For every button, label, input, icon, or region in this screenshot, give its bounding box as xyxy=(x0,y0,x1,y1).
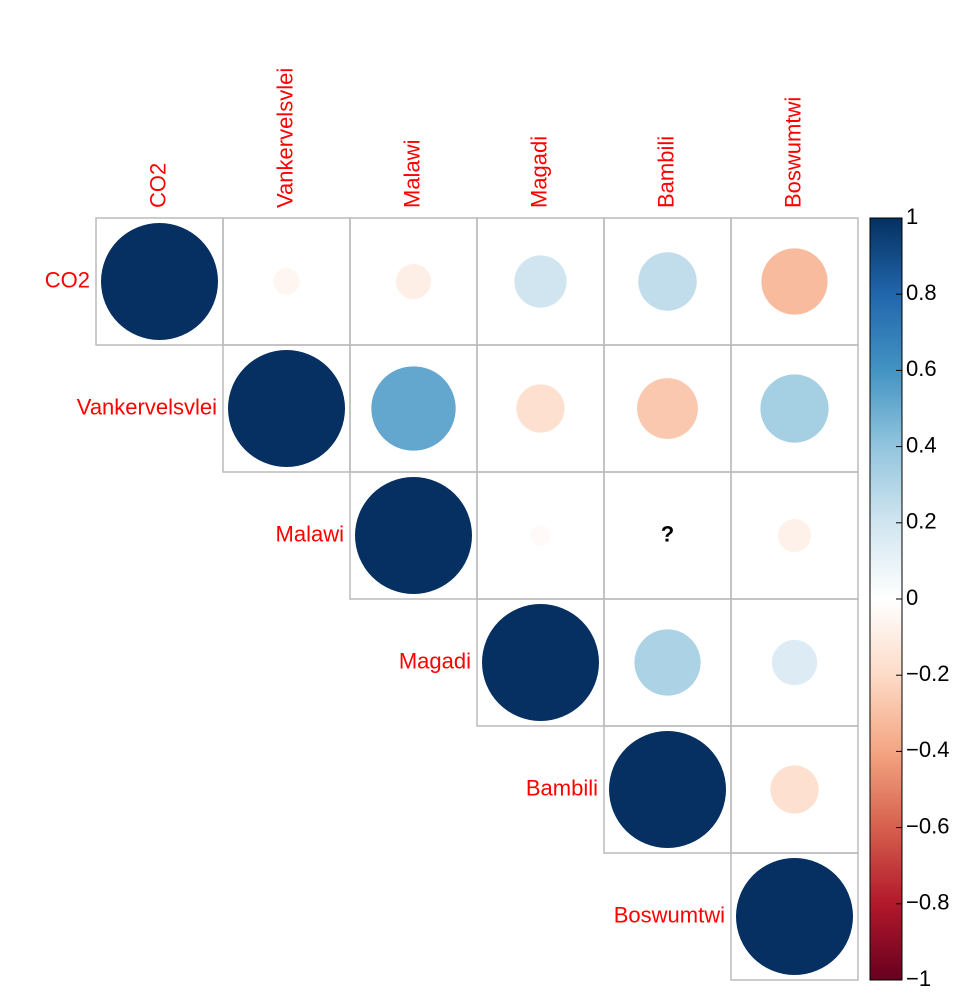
colorbar-tick-label: 0.4 xyxy=(906,432,937,457)
corr-circle xyxy=(771,639,818,686)
corr-circle xyxy=(355,477,472,594)
colorbar-tick-label: 0.8 xyxy=(906,280,937,305)
colorbar-tick-label: 0.2 xyxy=(906,509,937,534)
row-label: Magadi xyxy=(399,648,471,673)
row-label: CO2 xyxy=(45,267,90,292)
row-label: Bambili xyxy=(526,775,598,800)
row-label: Vankervelsvlei xyxy=(77,394,217,419)
colorbar-tick-label: 0 xyxy=(906,585,918,610)
colorbar-tick-label: −1 xyxy=(906,966,931,991)
corr-circle xyxy=(777,518,812,553)
corr-circle xyxy=(273,268,300,295)
colorbar-tick-label: 1 xyxy=(906,204,918,229)
corr-circle xyxy=(530,525,551,546)
corr-circle xyxy=(761,248,828,315)
corr-circle xyxy=(736,858,853,975)
colorbar-tick-label: 0.6 xyxy=(906,356,937,381)
corr-circle xyxy=(514,255,567,308)
row-label: Boswumtwi xyxy=(614,902,725,927)
row-label: Malawi xyxy=(276,521,344,546)
corr-circle xyxy=(228,350,345,467)
colorbar-tick-label: −0.4 xyxy=(906,737,949,762)
colorbar-tick-label: −0.2 xyxy=(906,661,949,686)
corr-circle xyxy=(760,374,829,443)
column-label: Magadi xyxy=(526,136,551,208)
corr-circle xyxy=(101,223,218,340)
na-label: ? xyxy=(661,521,674,546)
corr-circle xyxy=(395,263,432,300)
cell xyxy=(730,852,859,981)
corr-circle xyxy=(770,765,819,814)
corr-circle xyxy=(638,252,697,311)
corr-circle xyxy=(482,604,599,721)
colorbar-tick-label: −0.6 xyxy=(906,813,949,838)
colorbar-tick-label: −0.8 xyxy=(906,890,949,915)
column-label: Boswumtwi xyxy=(780,97,805,208)
column-label: Bambili xyxy=(653,136,678,208)
corr-circle xyxy=(609,731,726,848)
corr-circle xyxy=(516,384,565,433)
column-label: CO2 xyxy=(145,163,170,208)
column-label: Malawi xyxy=(399,140,424,208)
corr-circle xyxy=(637,378,698,439)
column-label: Vankervelsvlei xyxy=(272,68,297,208)
corr-circle xyxy=(634,629,701,696)
corr-circle xyxy=(371,366,456,451)
